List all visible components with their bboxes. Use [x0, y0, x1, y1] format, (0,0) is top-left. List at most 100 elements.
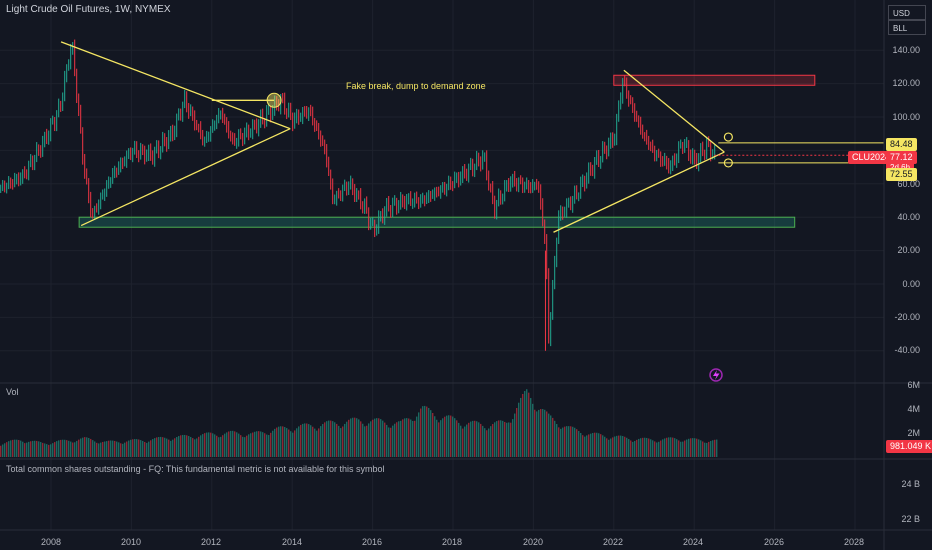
- volume-bar: [68, 440, 70, 457]
- time-axis-label: 2028: [843, 537, 865, 547]
- volume-bar: [198, 436, 200, 457]
- volume-bar: [150, 440, 152, 457]
- volume-bar: [38, 441, 40, 457]
- volume-bar: [620, 435, 622, 457]
- volume-bar: [606, 438, 608, 457]
- volume-bar: [34, 440, 36, 457]
- volume-bar: [212, 433, 214, 457]
- volume-bar: [232, 430, 234, 457]
- volume-bar: [208, 432, 210, 457]
- symbol-marker[interactable]: CLU2024: [848, 151, 895, 164]
- volume-bar: [524, 391, 526, 457]
- volume-bar: [108, 440, 110, 457]
- volume-bar: [550, 415, 552, 457]
- volume-bar: [158, 436, 160, 457]
- drawings[interactable]: [60, 41, 884, 382]
- volume-bar: [612, 437, 614, 457]
- highlight-circle[interactable]: [723, 158, 733, 168]
- volume-bar: [324, 422, 326, 457]
- volume-bar: [616, 435, 618, 457]
- volume-bar: [514, 413, 516, 457]
- volume-bar: [418, 412, 420, 457]
- volume-bar: [190, 436, 192, 457]
- volume-bar: [66, 440, 68, 457]
- zones: [78, 74, 816, 228]
- trendline[interactable]: [553, 151, 725, 233]
- volume-bar: [328, 420, 330, 457]
- volume-bar: [246, 435, 248, 457]
- volume-bar: [704, 442, 706, 457]
- volume-bar: [204, 433, 206, 457]
- volume-bar: [644, 437, 646, 457]
- volume-bar: [44, 443, 46, 457]
- volume-bar: [304, 423, 306, 457]
- price-axis-label: -40.00: [894, 345, 920, 355]
- volume-bar: [674, 438, 676, 457]
- volume-bar: [370, 421, 372, 457]
- volume-bar: [248, 434, 250, 457]
- volume-bar: [140, 440, 142, 457]
- volume-bar: [74, 442, 76, 457]
- lower-level-marker[interactable]: 72.55: [886, 168, 917, 181]
- volume-bar: [568, 426, 570, 457]
- volume-bar: [78, 439, 80, 457]
- volume-bar: [50, 444, 52, 457]
- volume-bar: [270, 432, 272, 457]
- volume-bar: [698, 439, 700, 457]
- volume-bar: [342, 426, 344, 457]
- volume-bar: [526, 389, 528, 457]
- volume-bar: [578, 430, 580, 457]
- volume-bar: [134, 439, 136, 457]
- volume-bar: [94, 441, 96, 457]
- volume-bar: [28, 441, 30, 457]
- volume-bar: [506, 422, 508, 457]
- volume-bar: [656, 442, 658, 457]
- volume-bar: [156, 437, 158, 457]
- volume-bar: [406, 418, 408, 457]
- volume-bar: [280, 426, 282, 457]
- volume-bar: [182, 434, 184, 457]
- volume-bar: [402, 419, 404, 457]
- chart-annotation-text[interactable]: Fake break, dump to demand zone: [346, 81, 486, 91]
- volume-bar: [540, 409, 542, 457]
- trendline[interactable]: [623, 69, 725, 153]
- upper-level-marker[interactable]: 84.48: [886, 138, 917, 151]
- supply-zone[interactable]: [613, 74, 816, 86]
- volume-bar: [218, 437, 220, 457]
- volume-bar: [414, 420, 416, 457]
- volume-bar: [176, 437, 178, 457]
- trendline[interactable]: [60, 41, 291, 130]
- volume-bar: [584, 436, 586, 457]
- volume-bar: [206, 432, 208, 457]
- volume-bar: [214, 434, 216, 457]
- volume-bar: [500, 420, 502, 457]
- volume-bar: [42, 442, 44, 457]
- volume-bar: [536, 411, 538, 457]
- volume-bar: [4, 443, 6, 457]
- volume-bar: [228, 431, 230, 457]
- volume-bar: [600, 434, 602, 457]
- volume-bar: [180, 435, 182, 457]
- lightning-icon[interactable]: [709, 368, 723, 382]
- demand-zone[interactable]: [78, 216, 796, 228]
- volume-bar: [356, 418, 358, 457]
- volume-bar: [64, 439, 66, 457]
- volume-bar: [152, 439, 154, 457]
- highlight-circle[interactable]: [723, 132, 733, 142]
- volume-bar: [276, 427, 278, 457]
- volume-bar: [640, 438, 642, 457]
- currency-button[interactable]: USD: [888, 5, 926, 20]
- volume-bar: [542, 408, 544, 457]
- volume-bar: [594, 432, 596, 457]
- volume-bar: [368, 423, 370, 457]
- volume-bar: [410, 419, 412, 457]
- fundamental-axis-label: 24 B: [901, 479, 920, 489]
- volume-bar: [72, 442, 74, 457]
- trendline[interactable]: [80, 128, 291, 227]
- highlight-circle[interactable]: [266, 92, 282, 108]
- unit-button[interactable]: BLL: [888, 20, 926, 35]
- volume-bar: [170, 440, 172, 457]
- last-price-marker[interactable]: 77.12: [886, 151, 917, 164]
